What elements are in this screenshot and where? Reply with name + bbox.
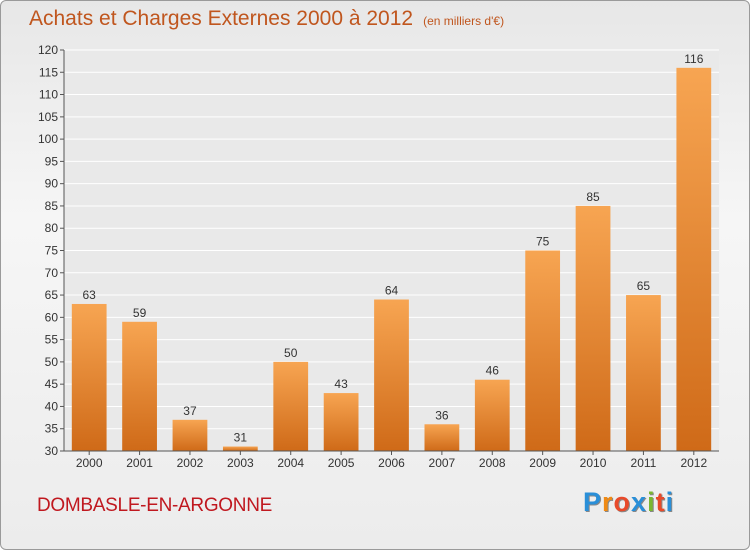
bar-value-label: 65 xyxy=(637,279,651,293)
bars: 63 59 37 31 50 43 64 36 46 75 85 65 116 xyxy=(71,52,712,452)
bar-value-label: 46 xyxy=(486,364,500,378)
x-tick-label: 2007 xyxy=(429,456,456,470)
unit-label: (en milliers d'€) xyxy=(423,14,505,28)
y-tick-label: 120 xyxy=(38,43,58,57)
proxiti-logo: Proxiti xyxy=(583,487,674,518)
logo-letter: i xyxy=(647,487,656,517)
bar-2004 xyxy=(273,361,309,451)
y-tick-label: 85 xyxy=(45,199,59,213)
x-tick-label: 2000 xyxy=(76,456,103,470)
logo-letter: t xyxy=(655,487,666,517)
bar-value-label: 59 xyxy=(133,306,147,320)
bar-value-label: 36 xyxy=(435,408,449,422)
y-tick-label: 40 xyxy=(45,399,59,413)
bar-value-label: 63 xyxy=(83,288,97,302)
chart-title: Achats et Charges Externes 2000 à 2012 (e… xyxy=(29,7,504,31)
x-tick-label: 2004 xyxy=(277,456,304,470)
bar-2009 xyxy=(525,250,561,451)
x-tick-label: 2001 xyxy=(126,456,153,470)
x-tick-label: 2011 xyxy=(631,456,657,470)
y-tick-label: 110 xyxy=(39,88,58,102)
logo-letter: P xyxy=(583,487,603,517)
y-tick-label: 75 xyxy=(45,244,59,258)
x-tick-label: 2005 xyxy=(328,456,355,470)
bar-2006 xyxy=(374,299,409,451)
y-tick-label: 115 xyxy=(39,65,58,79)
bar-2010 xyxy=(575,205,611,451)
bar-value-label: 43 xyxy=(334,377,348,391)
bar-value-label: 31 xyxy=(234,431,248,445)
bar-value-label: 75 xyxy=(536,235,550,249)
logo-letter: i xyxy=(665,487,675,517)
commune-name: DOMBASLE-EN-ARGONNE xyxy=(37,495,273,516)
logo-letter: r xyxy=(602,487,614,517)
y-tick-label: 45 xyxy=(45,377,59,391)
y-tick-label: 105 xyxy=(38,110,58,124)
bar-value-label: 37 xyxy=(183,404,197,418)
x-axis: 2000 2001 2002 2003 2004 2005 2006 2007 2008 2009… xyxy=(64,450,719,470)
x-tick-label: 2010 xyxy=(580,456,607,470)
x-tick-label: 2008 xyxy=(479,456,506,470)
bar-2000 xyxy=(71,303,107,451)
y-tick-label: 65 xyxy=(45,288,59,302)
bar-2001 xyxy=(122,321,157,451)
bar-value-label: 85 xyxy=(586,190,600,204)
x-tick-label: 2009 xyxy=(529,456,556,470)
bar-2005 xyxy=(323,393,359,451)
x-tick-label: 2012 xyxy=(680,456,707,470)
bar-2008 xyxy=(474,379,510,451)
title-text: Achats et Charges Externes 2000 à 2012 xyxy=(29,7,414,30)
y-axis: 30 35 40 45 50 55 60 65 70 75 80 85 90 95 100 105 110 115… xyxy=(38,43,65,458)
y-tick-label: 90 xyxy=(45,177,59,191)
bar-value-label: 50 xyxy=(284,346,298,360)
y-tick-label: 50 xyxy=(45,355,59,369)
logo-letter: x xyxy=(631,487,648,517)
y-tick-label: 35 xyxy=(45,422,59,436)
x-tick-label: 2003 xyxy=(227,456,254,470)
x-tick-label: 2006 xyxy=(378,456,405,470)
bar-2003 xyxy=(222,446,258,451)
bar-2007 xyxy=(424,424,460,451)
bar-value-label: 116 xyxy=(684,52,703,66)
logo-letter: o xyxy=(613,487,632,517)
y-tick-label: 60 xyxy=(45,310,59,324)
bar-2002 xyxy=(172,419,208,451)
y-tick-label: 80 xyxy=(45,221,59,235)
bar-2011 xyxy=(626,295,661,451)
bar-2012 xyxy=(676,67,712,452)
y-tick-label: 100 xyxy=(38,132,58,146)
bar-value-label: 64 xyxy=(385,284,399,298)
y-tick-label: 55 xyxy=(45,333,59,347)
y-tick-label: 70 xyxy=(45,266,59,280)
x-tick-label: 2002 xyxy=(177,456,204,470)
y-tick-label: 95 xyxy=(45,154,59,168)
y-tick-label: 30 xyxy=(45,444,59,458)
